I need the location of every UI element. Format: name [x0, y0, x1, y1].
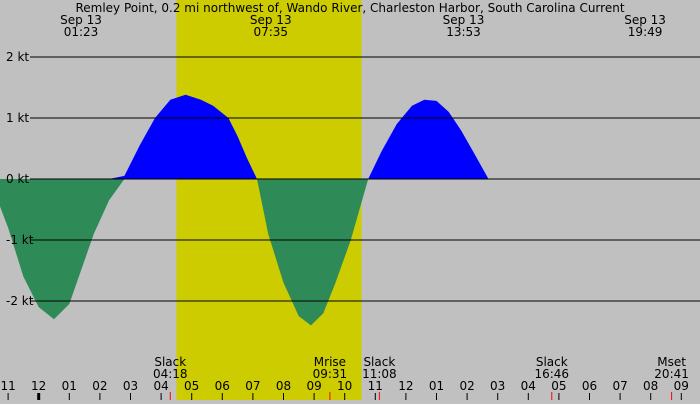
- y-tick-label: -1 kt: [6, 233, 34, 247]
- hour-tick-label: 03: [123, 379, 138, 393]
- event-time-4: 20:41: [654, 367, 689, 381]
- hour-tick-label: 08: [276, 379, 291, 393]
- event-name-1: Mrise: [314, 355, 346, 369]
- top-day-label-2: Sep 13: [443, 13, 485, 27]
- flood-area-1: [109, 94, 257, 179]
- event-time-0: 04:18: [153, 367, 188, 381]
- flood-area-3: [368, 99, 489, 179]
- event-time-3: 16:46: [534, 367, 569, 381]
- event-name-0: Slack: [154, 355, 186, 369]
- hour-tick-label: 12: [31, 379, 46, 393]
- y-tick-label: 0 kt: [6, 172, 29, 186]
- hour-tick-label: 11: [0, 379, 15, 393]
- hour-tick-label: 01: [429, 379, 444, 393]
- hour-tick-label: 04: [521, 379, 536, 393]
- hour-tick-label: 02: [459, 379, 474, 393]
- top-day-label-0: Sep 13: [60, 13, 102, 27]
- hour-tick-label: 07: [612, 379, 627, 393]
- event-name-2: Slack: [363, 355, 395, 369]
- chart-title: Remley Point, 0.2 mi northwest of, Wando…: [75, 1, 624, 15]
- hour-tick-label: 01: [62, 379, 77, 393]
- event-name-3: Slack: [536, 355, 568, 369]
- hour-tick-label: 10: [337, 379, 352, 393]
- event-time-2: 11:08: [362, 367, 397, 381]
- y-tick-label: 2 kt: [6, 50, 29, 64]
- y-tick-label: 1 kt: [6, 111, 29, 125]
- hour-tick-label: 06: [215, 379, 230, 393]
- top-time-label-1: 07:35: [253, 25, 288, 39]
- hour-tick-label: 09: [674, 379, 689, 393]
- top-time-label-0: 01:23: [64, 25, 99, 39]
- y-tick-label: -2 kt: [6, 294, 34, 308]
- event-name-4: Mset: [657, 355, 686, 369]
- hour-tick-label: 11: [368, 379, 383, 393]
- hour-tick-label: 07: [245, 379, 260, 393]
- hour-tick-label: 08: [643, 379, 658, 393]
- hour-tick-label: 02: [92, 379, 107, 393]
- ebb-area-2: [257, 179, 369, 326]
- event-time-1: 09:31: [313, 367, 348, 381]
- hour-tick-label: 04: [153, 379, 168, 393]
- top-time-label-2: 13:53: [446, 25, 481, 39]
- hour-tick-label: 06: [582, 379, 597, 393]
- hour-tick-label: 05: [551, 379, 566, 393]
- hour-tick-label: 03: [490, 379, 505, 393]
- hour-tick-label: 05: [184, 379, 199, 393]
- top-day-label-1: Sep 13: [250, 13, 292, 27]
- top-time-label-3: 19:49: [628, 25, 663, 39]
- hour-tick-label: 12: [398, 379, 413, 393]
- ebb-area-0: [0, 179, 152, 320]
- top-day-label-3: Sep 13: [624, 13, 666, 27]
- hour-tick-label: 09: [306, 379, 321, 393]
